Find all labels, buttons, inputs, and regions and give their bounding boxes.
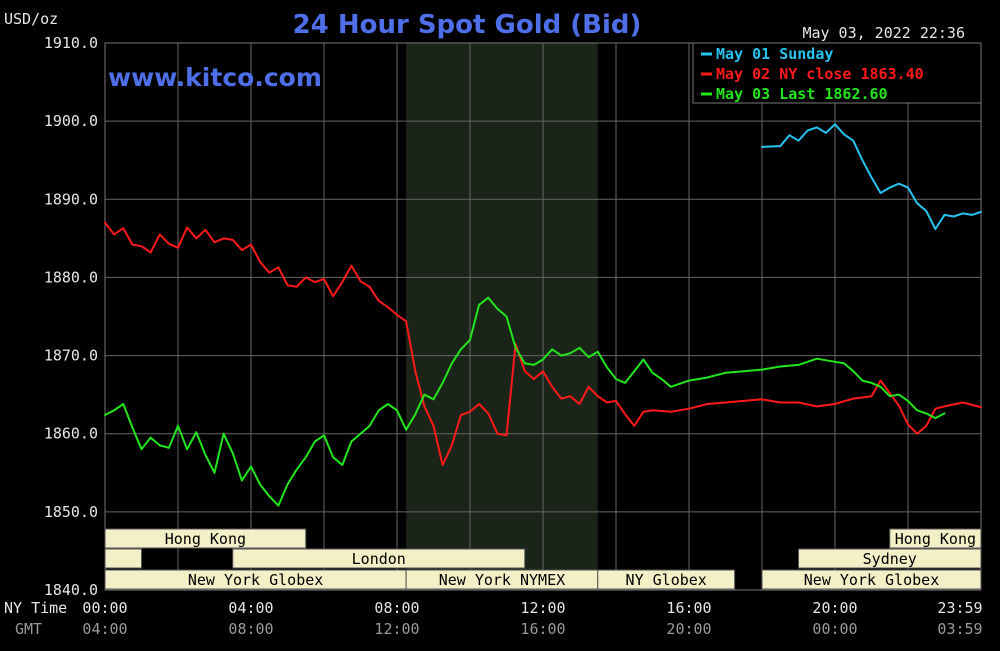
price-series (104, 123, 982, 507)
session-label: London (352, 550, 406, 568)
y-tick-label: 1900.0 (44, 112, 98, 130)
x-tick-label-ny: 16:00 (666, 599, 711, 617)
watermark-url: www.kitco.com (108, 63, 322, 92)
y-tick-label: 1910.0 (44, 34, 98, 52)
x-tick-label-gmt: 16:00 (520, 620, 565, 638)
legend-box (692, 42, 982, 104)
session-label: NY Globex (626, 571, 707, 589)
y-tick-label: 1880.0 (44, 268, 98, 286)
x-tick-label-ny: 20:00 (812, 599, 857, 617)
unit-label: USD/oz (4, 10, 58, 28)
y-axis-tick-labels: 1910.0 1900.0 1890.0 1880.0 1870.0 1860.0 1850… (44, 34, 98, 599)
session-label: New York Globex (804, 571, 939, 589)
legend-label: May 01 Sunday (716, 45, 833, 63)
legend-entries: May 01 Sunday May 02 NY close 1863.40 May … (701, 45, 924, 103)
legend-label: May 02 NY close 1863.40 (716, 65, 924, 83)
session-bar (798, 548, 982, 569)
y-tick-label: 1870.0 (44, 347, 98, 365)
session-bars: Hong Kong Hong Kong London Sydney New York G… (104, 528, 982, 590)
x-tick-label-ny: 00:00 (82, 599, 127, 617)
series-line (761, 123, 982, 230)
x-tick-label-gmt: 00:00 (812, 620, 857, 638)
x-tick-label-gmt: 03:59 (937, 620, 982, 638)
chart-title: 24 Hour Spot Gold (Bid) (293, 10, 642, 40)
x-tick-label-gmt: 12:00 (374, 620, 419, 638)
x-axis-ny-row-label: NY Time (4, 599, 67, 617)
series-line (104, 221, 982, 466)
x-tick-label-gmt: 04:00 (82, 620, 127, 638)
ny-session-shading (406, 43, 598, 590)
session-bar (104, 528, 307, 549)
y-tick-label: 1850.0 (44, 503, 98, 521)
x-tick-label-ny: 23:59 (937, 599, 982, 617)
y-tick-label: 1890.0 (44, 190, 98, 208)
y-tick-label: 1860.0 (44, 425, 98, 443)
session-label: New York Globex (188, 571, 323, 589)
x-axis-tick-labels: 00:00 04:00 08:00 12:00 16:00 20:00 23:59 04:00… (82, 599, 982, 638)
legend: May 01 Sunday May 02 NY close 1863.40 May … (692, 42, 982, 104)
series-line (104, 296, 946, 507)
session-bar (597, 569, 736, 590)
x-tick-label-gmt: 08:00 (228, 620, 273, 638)
session-bar (104, 548, 142, 569)
session-bar (761, 569, 982, 590)
session-bar (232, 548, 526, 569)
timestamp: May 03, 2022 22:36 (802, 24, 965, 42)
session-bar (889, 528, 982, 549)
legend-label: May 03 Last 1862.60 (716, 85, 888, 103)
grid-lines (105, 43, 981, 590)
x-tick-label-ny: 08:00 (374, 599, 419, 617)
x-tick-label-gmt: 20:00 (666, 620, 711, 638)
x-tick-label-ny: 12:00 (520, 599, 565, 617)
session-label: Sydney (863, 550, 917, 568)
y-tick-label: 1840.0 (44, 581, 98, 599)
x-tick-label-ny: 04:00 (228, 599, 273, 617)
plot-frame (104, 42, 982, 591)
x-axis-gmt-row-label: GMT (15, 620, 42, 638)
session-label: New York NYMEX (439, 571, 565, 589)
session-label: Hong Kong (895, 530, 976, 548)
session-label: Hong Kong (165, 530, 246, 548)
